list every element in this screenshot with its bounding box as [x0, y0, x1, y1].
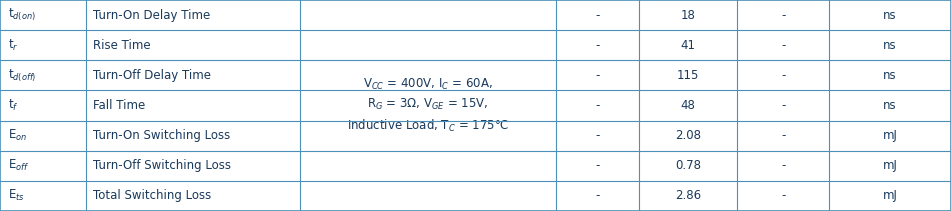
Text: 18: 18 — [681, 9, 695, 22]
Text: E$_{off}$: E$_{off}$ — [8, 158, 29, 173]
Text: 2.86: 2.86 — [675, 189, 701, 202]
Text: Rise Time: Rise Time — [93, 39, 151, 52]
Text: 48: 48 — [681, 99, 695, 112]
Text: Total Switching Loss: Total Switching Loss — [93, 189, 211, 202]
Text: mJ: mJ — [883, 129, 898, 142]
Text: -: - — [595, 9, 600, 22]
Text: -: - — [595, 99, 600, 112]
Text: ns: ns — [883, 9, 897, 22]
Text: mJ: mJ — [883, 189, 898, 202]
Bar — [0, 151, 951, 181]
Text: -: - — [595, 69, 600, 82]
Text: t$_{d(off)}$: t$_{d(off)}$ — [8, 67, 36, 84]
Bar — [300, 0, 556, 211]
Text: -: - — [595, 129, 600, 142]
Text: -: - — [781, 99, 786, 112]
Bar — [0, 91, 951, 120]
Text: Turn-On Delay Time: Turn-On Delay Time — [93, 9, 210, 22]
Text: t$_r$: t$_r$ — [8, 38, 18, 53]
Text: 41: 41 — [681, 39, 695, 52]
Text: Fall Time: Fall Time — [93, 99, 146, 112]
Bar — [0, 120, 951, 151]
Text: mJ: mJ — [883, 159, 898, 172]
Bar — [0, 181, 951, 211]
Text: 2.08: 2.08 — [675, 129, 701, 142]
Bar — [0, 0, 951, 30]
Text: -: - — [781, 69, 786, 82]
Text: 115: 115 — [677, 69, 699, 82]
Text: ns: ns — [883, 39, 897, 52]
Text: -: - — [781, 189, 786, 202]
Text: -: - — [781, 129, 786, 142]
Text: -: - — [781, 9, 786, 22]
Text: Turn-Off Delay Time: Turn-Off Delay Time — [93, 69, 211, 82]
Text: ns: ns — [883, 99, 897, 112]
Circle shape — [333, 72, 599, 131]
Bar — [0, 60, 951, 91]
Text: ns: ns — [883, 69, 897, 82]
Text: Turn-On Switching Loss: Turn-On Switching Loss — [93, 129, 230, 142]
Text: 0.78: 0.78 — [675, 159, 701, 172]
Text: Turn-Off Switching Loss: Turn-Off Switching Loss — [93, 159, 231, 172]
Text: -: - — [595, 39, 600, 52]
Text: E$_{on}$: E$_{on}$ — [8, 128, 27, 143]
Text: t$_f$: t$_f$ — [8, 98, 18, 113]
Text: -: - — [781, 39, 786, 52]
Text: -: - — [595, 189, 600, 202]
Text: V$_{CC}$ = 400V, I$_C$ = 60A,
R$_G$ = 3Ω, V$_{GE}$ = 15V,
Inductive Load, T$_C$ : V$_{CC}$ = 400V, I$_C$ = 60A, R$_G$ = 3Ω… — [347, 77, 509, 134]
Bar — [0, 30, 951, 60]
Text: -: - — [781, 159, 786, 172]
Text: -: - — [595, 159, 600, 172]
Text: E$_{ts}$: E$_{ts}$ — [8, 188, 25, 203]
Text: t$_{d(on)}$: t$_{d(on)}$ — [8, 7, 35, 23]
